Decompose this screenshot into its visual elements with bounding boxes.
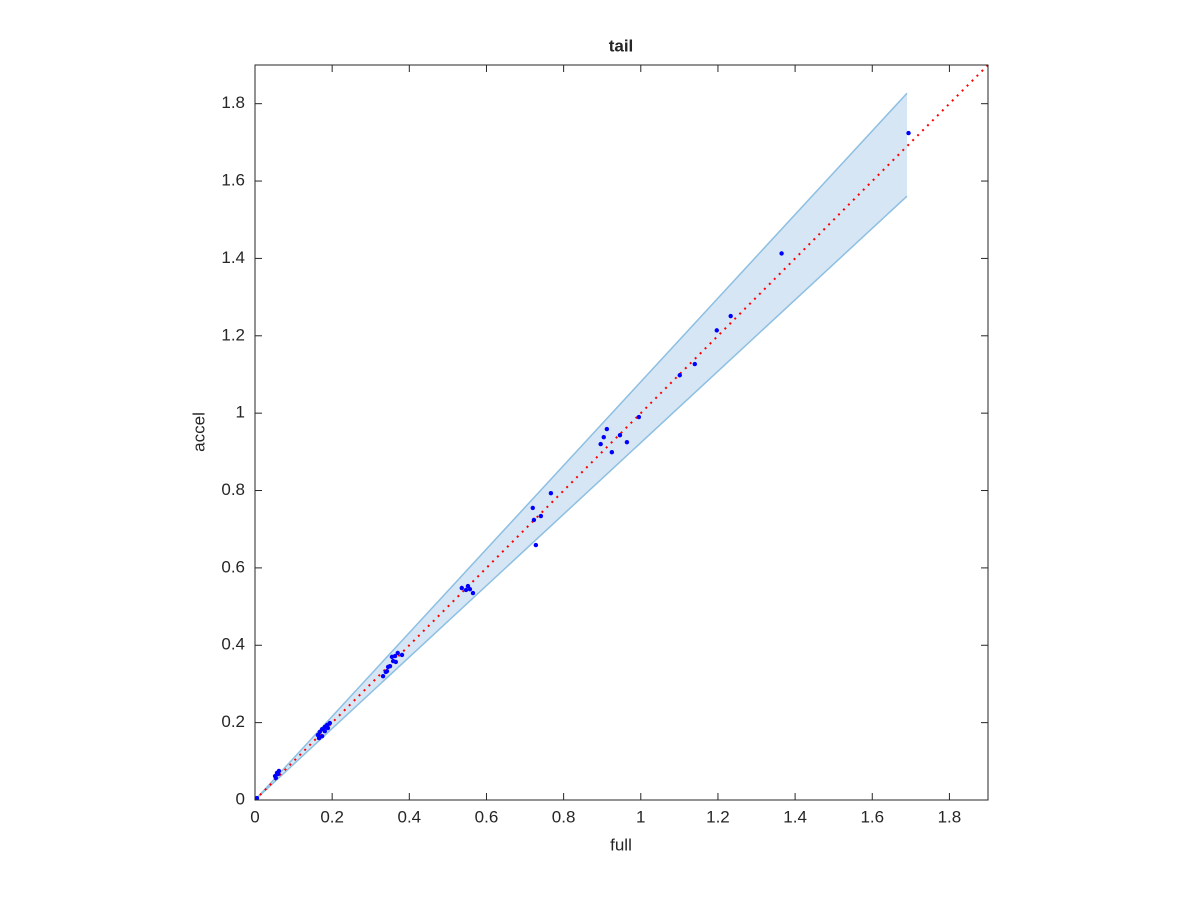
y-tick-label: 0.6 (221, 557, 245, 576)
y-axis-label: accel (189, 412, 208, 452)
point (254, 795, 260, 801)
point (530, 505, 535, 511)
y-tick-label: 0.4 (221, 635, 245, 654)
x-tick-label: 1.2 (706, 807, 730, 826)
point (380, 674, 386, 679)
y-tick-label: 0.8 (221, 480, 245, 499)
point (273, 775, 279, 781)
y-tick-label: 1.2 (221, 325, 245, 344)
band-edge (254, 92, 908, 801)
point (906, 130, 911, 136)
point (533, 542, 539, 548)
point (327, 720, 333, 726)
point (714, 328, 719, 333)
x-axis-label: full (610, 835, 632, 854)
point (548, 491, 554, 496)
band-edge (254, 195, 908, 801)
point (609, 450, 615, 455)
axes-box (254, 64, 989, 801)
x-tick-label: 0.6 (475, 807, 499, 826)
point (538, 513, 544, 519)
point (601, 434, 606, 440)
x-tick-label: 1 (636, 807, 645, 826)
x-tick-label: 0.2 (320, 807, 344, 826)
y-tick-label: 0 (236, 789, 245, 808)
x-tick-label: 1.8 (938, 807, 962, 826)
point (604, 426, 610, 432)
point (470, 590, 476, 596)
point (325, 725, 331, 731)
y-tick-label: 1 (236, 403, 245, 422)
point (392, 653, 398, 659)
x-tick-label: 0.8 (552, 807, 576, 826)
y-tick-label: 0.2 (221, 712, 245, 731)
point (465, 583, 471, 589)
y-tick-label: 1.6 (221, 171, 245, 190)
chart-title: tail (609, 36, 634, 55)
point (636, 414, 642, 420)
point (728, 313, 733, 319)
x-tick-label: 0 (250, 807, 259, 826)
point (779, 251, 784, 256)
point (463, 587, 469, 593)
y-tick-label: 1.8 (221, 93, 245, 112)
point (531, 517, 537, 523)
point (459, 585, 464, 591)
point (393, 659, 399, 665)
y-tick-label: 1.4 (221, 248, 245, 267)
point (316, 735, 322, 741)
x-tick-label: 0.4 (397, 807, 421, 826)
point (617, 433, 623, 438)
point (385, 664, 391, 670)
x-tick-label: 1.6 (860, 807, 884, 826)
point (395, 650, 400, 656)
point (598, 441, 603, 447)
point (399, 652, 405, 658)
point (275, 771, 281, 777)
point (677, 373, 682, 378)
point (624, 439, 630, 445)
point (383, 669, 388, 675)
point (322, 728, 328, 734)
reference-line (254, 64, 989, 801)
x-tick-label: 1.4 (783, 807, 807, 826)
point (692, 361, 697, 367)
